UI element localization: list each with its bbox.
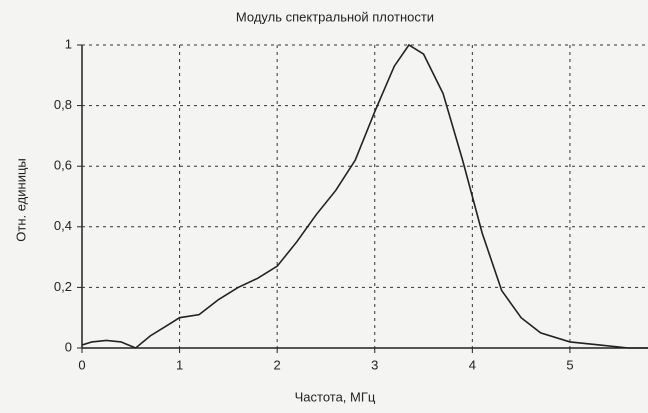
chart-title: Модуль спектральной плотности	[236, 9, 434, 24]
y-axis-label: Отн. единицы	[13, 158, 28, 242]
y-tick-label: 0,8	[54, 97, 72, 112]
y-tick-label: 0,6	[54, 158, 72, 173]
x-tick-label: 5	[566, 357, 573, 372]
y-tick-label: 1	[65, 36, 72, 51]
y-tick-label: 0	[65, 339, 72, 354]
x-tick-label: 2	[274, 357, 281, 372]
x-tick-label: 4	[469, 357, 476, 372]
y-tick-label: 0,2	[54, 279, 72, 294]
y-tick-label: 0,4	[54, 218, 72, 233]
line-series	[81, 43, 648, 349]
x-axis-label: Частота, МГц	[295, 389, 376, 404]
x-tick-label: 3	[371, 357, 378, 372]
x-tick-label: 1	[176, 357, 183, 372]
x-tick-label: 0	[78, 357, 85, 372]
